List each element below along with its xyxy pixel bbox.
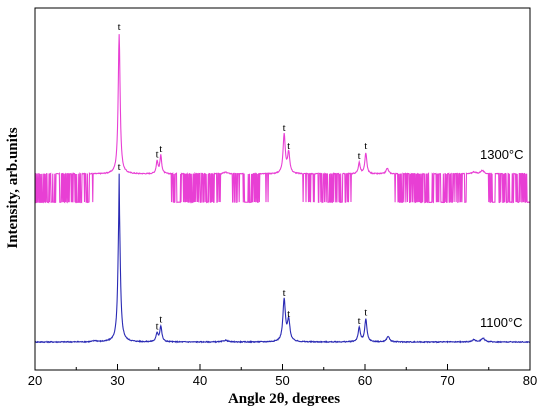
peak-label: t [159, 314, 162, 326]
peak-label: t [159, 143, 162, 155]
series-line-1 [34, 173, 531, 344]
series-line-0 [34, 34, 531, 204]
x-tick-label: 50 [275, 373, 289, 388]
x-tick-label: 30 [110, 373, 124, 388]
series-label-0: 1300°C [480, 147, 524, 162]
peak-label: t [156, 321, 159, 333]
peak-label: t [364, 307, 367, 319]
peak-label: t [283, 287, 286, 299]
peak-label: t [287, 308, 290, 320]
x-tick-label: 40 [193, 373, 207, 388]
peak-label: t [358, 315, 361, 327]
y-axis-title: Intensity, arb.units [5, 127, 21, 248]
x-tick-label: 70 [440, 373, 454, 388]
peak-label: t [287, 140, 290, 152]
series-layer [34, 34, 531, 344]
x-axis-title: Angle 2θ, degrees [228, 391, 340, 407]
x-tick-label: 20 [28, 373, 42, 388]
peak-label: t [283, 122, 286, 134]
peak-label: t [364, 140, 367, 152]
series-label-1: 1100°C [480, 315, 523, 330]
peak-label: t [118, 21, 121, 33]
peak-label: t [358, 150, 361, 162]
x-tick-label: 80 [523, 373, 537, 388]
axes-layer: 20 30 40 50 60 70 80 [28, 7, 537, 388]
peak-label: t [156, 148, 159, 160]
x-tick-label: 60 [358, 373, 372, 388]
peak-label: t [118, 161, 121, 173]
